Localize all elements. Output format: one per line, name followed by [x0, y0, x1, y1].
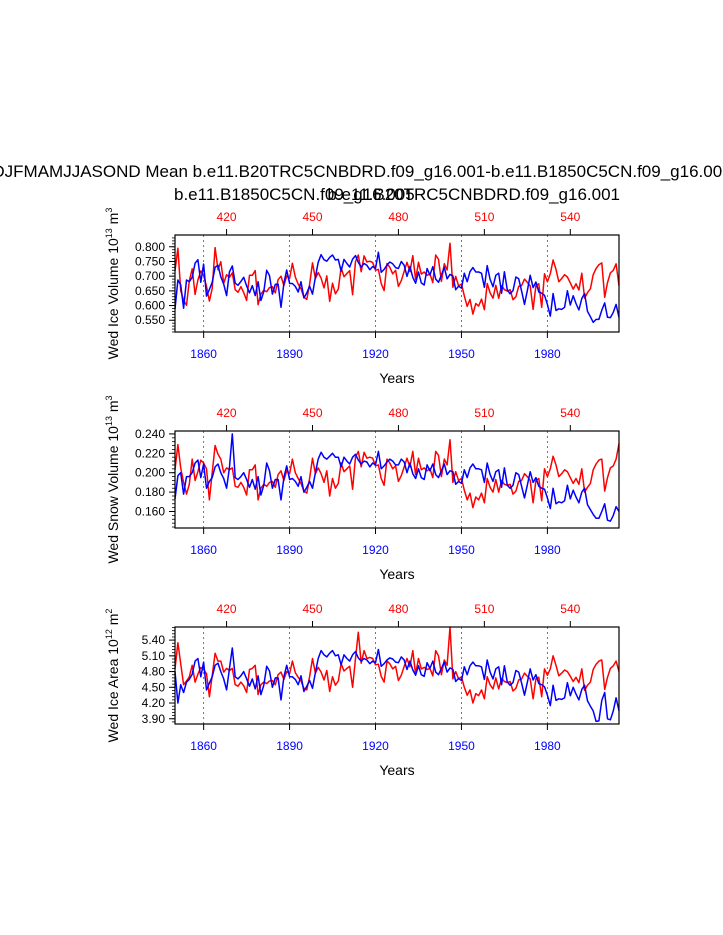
wed-ice-area-ylabel-part: 12 [104, 629, 114, 639]
wed-ice-area-xtick-bottom-label: 1920 [362, 739, 389, 753]
wed-ice-area-series-blue [174, 647, 620, 723]
wed-ice-volume-xtick-top-label: 540 [560, 210, 580, 224]
subtitle-right: b.e11.B20TRC5CNBDRD.f09_g16.001 [327, 185, 620, 204]
wed-ice-area-ylabel-part: Wed Ice Area 10 [105, 639, 121, 742]
wed-ice-area-ytick-label: 4.80 [142, 665, 166, 679]
figure-title: DJFMAMJJASOND Mean b.e11.B20TRC5CNBDRD.f… [0, 162, 723, 181]
wed-snow-volume-xtick-bottom-label: 1950 [448, 543, 475, 557]
wed-ice-area-panel: 3.90 4.20 4.504.80 5.10 5.40 1860 1890 1920 1950… [104, 602, 620, 778]
wed-ice-volume-ylabel: Wed Ice Volume 1013 m3 [104, 208, 121, 360]
wed-ice-volume-ytick-label: 0.800 [135, 240, 165, 254]
wed-ice-volume-xlabel: Years [379, 370, 414, 386]
wed-snow-volume-ylabel-part: 13 [104, 416, 114, 426]
wed-ice-area-xtick-top-label: 480 [388, 602, 408, 616]
wed-ice-volume-ytick-label: 0.750 [135, 254, 165, 268]
wed-ice-area-xtick-bottom-label: 1890 [276, 739, 303, 753]
wed-ice-volume-series-blue [174, 251, 620, 324]
wed-ice-volume-ylabel-part: 13 [104, 228, 114, 238]
wed-snow-volume-xtick-bottom-label: 1890 [276, 543, 303, 557]
wed-snow-volume-series-blue [174, 433, 620, 522]
wed-ice-area-ytick-label: 5.40 [142, 633, 166, 647]
wed-ice-area-xtick-top-label: 450 [302, 602, 322, 616]
wed-ice-volume-ytick-label: 0.600 [135, 299, 165, 313]
wed-ice-area-xtick-top-label: 420 [217, 602, 237, 616]
wed-ice-area-xtick-bottom-label: 1860 [190, 739, 217, 753]
wed-ice-area-xtick-top-label: 510 [474, 602, 494, 616]
wed-ice-volume-xtick-top-label: 480 [388, 210, 408, 224]
wed-ice-area-series-red [174, 626, 620, 704]
wed-ice-volume-ylabel-part: 3 [104, 208, 114, 213]
wed-ice-volume-xtick-bottom-label: 1860 [190, 347, 217, 361]
wed-ice-area-ytick-label: 5.10 [142, 649, 166, 663]
wed-snow-volume-ytick-label: 0.240 [135, 427, 165, 441]
wed-snow-volume-xtick-top-label: 540 [560, 406, 580, 420]
wed-snow-volume-ytick-label: 0.220 [135, 446, 165, 460]
wed-ice-area-ylabel-part: m [105, 614, 121, 630]
subtitle-left: b.e11.B1850C5CN.f09_g16.005 [174, 185, 415, 204]
wed-ice-area-ylabel: Wed Ice Area 1012 m2 [104, 609, 121, 743]
wed-ice-volume-xtick-top-label: 510 [474, 210, 494, 224]
wed-ice-area-xlabel: Years [379, 762, 414, 778]
wed-snow-volume-ylabel-part: Wed Snow Volume 10 [105, 426, 121, 564]
wed-ice-volume-xtick-bottom-label: 1950 [448, 347, 475, 361]
wed-ice-volume-ylabel-part: m [105, 213, 121, 229]
wed-ice-volume-plot-frame [174, 234, 620, 333]
wed-ice-area-xtick-top-label: 540 [560, 602, 580, 616]
wed-snow-volume-ytick-label: 0.160 [135, 505, 165, 519]
wed-ice-area-ylabel-part: 2 [104, 609, 114, 614]
wed-ice-volume-ytick-label: 0.550 [135, 313, 165, 327]
wed-snow-volume-xtick-top-label: 480 [388, 406, 408, 420]
wed-snow-volume-ylabel-part: 3 [104, 395, 114, 400]
wed-snow-volume-xtick-bottom-label: 1920 [362, 543, 389, 557]
wed-ice-volume-ylabel-part: Wed Ice Volume 10 [105, 238, 121, 359]
wed-snow-volume-ylabel-part: m [105, 400, 121, 416]
wed-ice-volume-xtick-bottom-label: 1920 [362, 347, 389, 361]
wed-snow-volume-panel: 0.160 0.180 0.200 0.220 0.240 1860 1890 1920 195… [104, 395, 620, 582]
wed-snow-volume-ytick-label: 0.180 [135, 485, 165, 499]
wed-ice-volume-xtick-bottom-label: 1980 [534, 347, 561, 361]
wed-snow-volume-xtick-top-label: 420 [217, 406, 237, 420]
wed-ice-area-xtick-bottom-label: 1950 [448, 739, 475, 753]
wed-ice-area-plot-frame [174, 626, 620, 725]
wed-snow-volume-xtick-bottom-label: 1860 [190, 543, 217, 557]
wed-ice-volume-ytick-label: 0.700 [135, 269, 165, 283]
wed-snow-volume-ytick-label: 0.200 [135, 466, 165, 480]
wed-snow-volume-series-red [174, 438, 620, 509]
wed-snow-volume-xtick-top-label: 450 [302, 406, 322, 420]
wed-snow-volume-xlabel: Years [379, 566, 414, 582]
wed-ice-volume-xtick-top-label: 420 [217, 210, 237, 224]
wed-ice-volume-xtick-bottom-label: 1890 [276, 347, 303, 361]
wed-ice-area-ytick-label: 4.50 [142, 680, 166, 694]
wed-snow-volume-plot-frame [174, 430, 620, 529]
wed-ice-area-ytick-label: 4.20 [142, 696, 166, 710]
wed-ice-area-ytick-label: 3.90 [142, 712, 166, 726]
wed-ice-area-xtick-bottom-label: 1980 [534, 739, 561, 753]
wed-snow-volume-xtick-top-label: 510 [474, 406, 494, 420]
wed-ice-volume-series-red [174, 242, 620, 315]
wed-snow-volume-xtick-bottom-label: 1980 [534, 543, 561, 557]
wed-ice-volume-xtick-top-label: 450 [302, 210, 322, 224]
wed-snow-volume-ylabel: Wed Snow Volume 1013 m3 [104, 395, 121, 563]
wed-ice-volume-ytick-label: 0.650 [135, 284, 165, 298]
